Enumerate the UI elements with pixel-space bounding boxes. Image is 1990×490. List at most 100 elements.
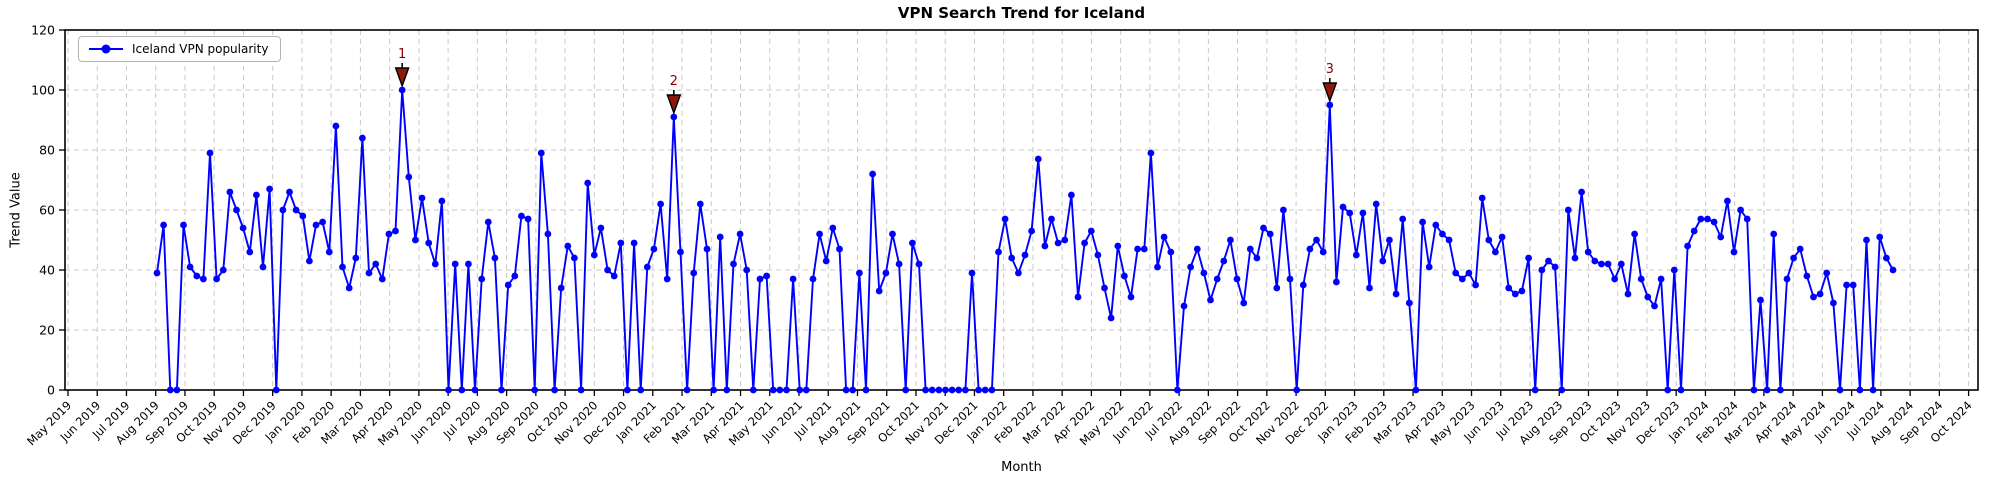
- data-point-marker: [531, 386, 539, 394]
- data-point-marker: [1220, 257, 1228, 265]
- data-point-marker: [696, 200, 704, 208]
- data-point-marker: [551, 386, 558, 394]
- data-point-marker: [710, 386, 717, 394]
- data-point-marker: [1664, 386, 1672, 394]
- data-point-marker: [1545, 257, 1552, 265]
- data-point-marker: [1869, 386, 1877, 394]
- data-point-marker: [577, 386, 585, 394]
- data-point-marker: [736, 230, 744, 238]
- data-point-marker: [1193, 245, 1201, 253]
- data-point-marker: [1140, 245, 1148, 253]
- data-point-marker: [749, 386, 757, 394]
- data-point-marker: [233, 206, 240, 214]
- data-point-marker: [1458, 275, 1466, 283]
- data-point-marker: [716, 233, 724, 241]
- data-point-marker: [1260, 224, 1267, 232]
- data-point-marker: [160, 221, 168, 229]
- data-point-marker: [1584, 248, 1592, 256]
- data-point-marker: [895, 260, 903, 268]
- data-point-marker: [332, 122, 340, 130]
- data-point-marker: [166, 386, 174, 394]
- data-point-marker: [1386, 236, 1393, 244]
- data-point-marker: [584, 179, 592, 187]
- data-point-marker: [1074, 293, 1082, 301]
- data-point-marker: [504, 281, 512, 289]
- data-point-marker: [372, 260, 380, 268]
- annotation-triangle-icon: [666, 94, 682, 116]
- data-point-marker: [365, 269, 373, 277]
- data-point-marker: [186, 263, 194, 271]
- data-point-marker: [796, 386, 804, 394]
- data-point-marker: [683, 386, 691, 394]
- data-point-marker: [1034, 155, 1042, 163]
- data-point-marker: [1001, 215, 1009, 223]
- data-point-marker: [1757, 296, 1764, 304]
- data-point-marker: [1432, 221, 1440, 229]
- data-point-marker: [1684, 242, 1691, 250]
- data-point-marker: [1147, 149, 1155, 157]
- data-point-marker: [226, 188, 234, 196]
- data-point-marker: [875, 287, 883, 295]
- data-point-marker: [1697, 215, 1705, 223]
- y-tick-label: 120: [31, 23, 55, 38]
- y-tick-label: 20: [39, 323, 55, 338]
- data-point-marker: [1233, 275, 1241, 283]
- data-point-marker: [1240, 299, 1248, 307]
- data-point-marker: [1412, 386, 1420, 394]
- data-point-marker: [1531, 386, 1539, 394]
- data-point-marker: [637, 386, 645, 394]
- data-point-marker: [1306, 245, 1314, 253]
- data-point-marker: [1651, 302, 1658, 310]
- data-point-marker: [1856, 386, 1864, 394]
- data-point-marker: [604, 266, 611, 274]
- data-point-marker: [988, 386, 996, 394]
- data-point-marker: [571, 254, 578, 262]
- data-point-marker: [962, 386, 969, 394]
- data-point-marker: [206, 149, 214, 157]
- data-point-marker: [1472, 281, 1479, 289]
- data-point-marker: [1796, 245, 1804, 253]
- data-point-marker: [272, 386, 280, 394]
- data-point-marker: [1008, 254, 1016, 262]
- data-point-marker: [1392, 290, 1400, 298]
- data-point-marker: [1028, 227, 1035, 235]
- data-point-marker: [239, 224, 247, 232]
- data-point-marker: [1465, 269, 1473, 277]
- y-tick-label: 40: [39, 263, 55, 278]
- data-point-marker: [1750, 386, 1758, 394]
- data-point-marker: [1379, 257, 1387, 265]
- data-point-marker: [1246, 245, 1254, 253]
- data-point-marker: [1883, 254, 1890, 262]
- data-point-marker: [306, 257, 313, 265]
- data-point-marker: [1207, 296, 1214, 304]
- data-point-marker: [1068, 191, 1075, 199]
- data-point-marker: [663, 275, 671, 283]
- data-point-marker: [1266, 230, 1274, 238]
- data-point-marker: [1677, 386, 1685, 394]
- data-point-marker: [882, 269, 890, 277]
- data-point-marker: [544, 230, 552, 238]
- data-point-marker: [975, 386, 982, 394]
- data-point-marker: [1564, 206, 1572, 214]
- data-point-marker: [1611, 275, 1619, 283]
- data-point-marker: [325, 248, 333, 256]
- legend: Iceland VPN popularity: [78, 36, 282, 62]
- data-point-marker: [776, 386, 784, 394]
- data-point-marker: [922, 386, 929, 394]
- data-point-marker: [1101, 284, 1108, 292]
- data-point-marker: [955, 386, 963, 394]
- data-point-marker: [783, 386, 790, 394]
- data-point-marker: [769, 386, 777, 394]
- data-point-marker: [822, 257, 830, 265]
- data-point-marker: [1134, 245, 1141, 253]
- data-point-marker: [511, 272, 519, 280]
- data-point-marker: [484, 218, 492, 226]
- data-point-marker: [418, 194, 426, 202]
- data-point-marker: [630, 239, 638, 247]
- data-point-marker: [915, 260, 923, 268]
- data-point-marker: [802, 386, 810, 394]
- data-point-marker: [537, 149, 545, 157]
- data-point-marker: [1631, 230, 1638, 238]
- data-point-marker: [451, 260, 459, 268]
- data-point-marker: [1293, 386, 1301, 394]
